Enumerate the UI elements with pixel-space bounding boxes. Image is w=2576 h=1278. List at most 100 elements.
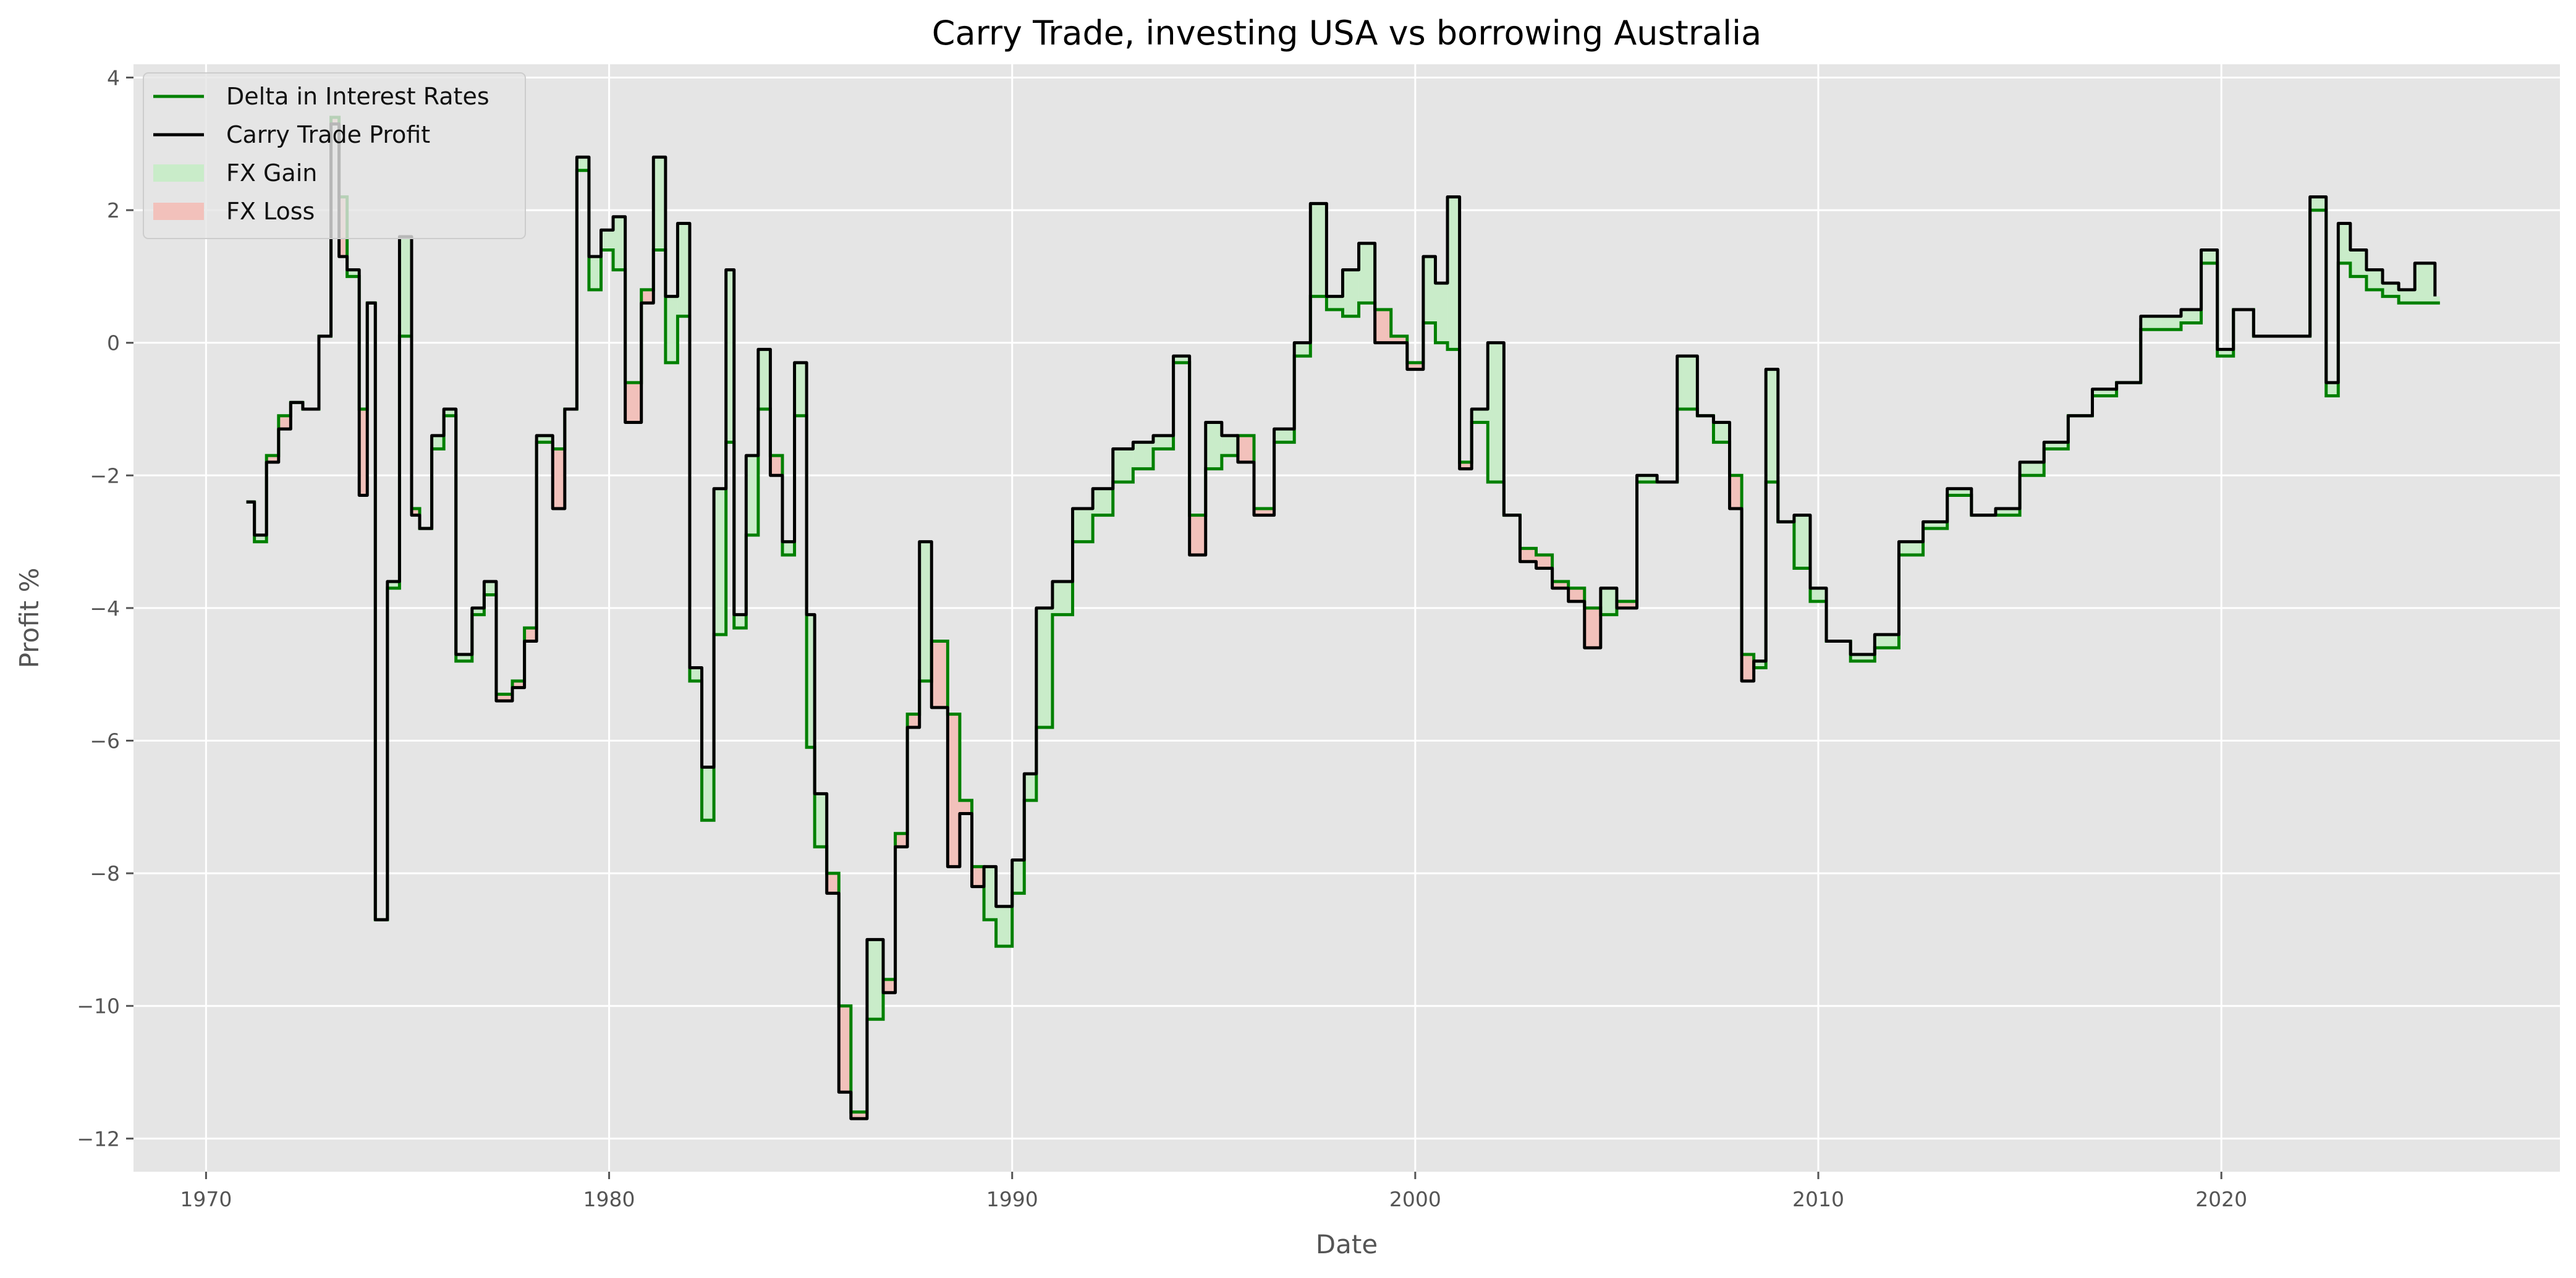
- fx-loss-area: [931, 641, 948, 708]
- fx-loss-area: [907, 714, 920, 728]
- fx-loss-area: [895, 833, 908, 847]
- fx-gain-area: [1153, 435, 1174, 449]
- fx-gain-area: [1947, 488, 1972, 496]
- fx-gain-area: [2180, 310, 2201, 323]
- fx-gain-area: [1713, 422, 1730, 442]
- fx-gain-area: [1766, 369, 1778, 483]
- fx-gain-area: [2434, 296, 2440, 303]
- fx-gain-area: [455, 654, 472, 661]
- fx-gain-area: [2217, 349, 2234, 357]
- y-axis-label: Profit %: [14, 568, 44, 669]
- fx-gain-area: [444, 408, 456, 416]
- fx-gain-area: [577, 157, 589, 171]
- fx-gain-area: [2338, 223, 2350, 263]
- fx-gain-area: [613, 216, 625, 270]
- fx-gain-area: [1052, 581, 1073, 615]
- fx-loss-area: [1459, 462, 1472, 469]
- fx-gain-area: [2415, 263, 2435, 303]
- fx-gain-area: [2366, 269, 2383, 290]
- fx-loss-area: [411, 508, 420, 515]
- fx-gain-area: [1310, 203, 1327, 297]
- y-tick-label: −8: [90, 861, 120, 886]
- series-line-delta: [246, 116, 2440, 1114]
- fx-gain-area: [815, 793, 827, 847]
- fx-gain-area: [1447, 197, 1460, 350]
- fx-gain-area: [1875, 634, 1899, 648]
- chart-title: Carry Trade, investing USA vs borrowing …: [932, 14, 1761, 53]
- x-tick-label: 1990: [986, 1187, 1038, 1211]
- y-tick-label: −2: [90, 463, 120, 488]
- fx-loss-area: [959, 800, 972, 814]
- fx-gain-area: [794, 362, 807, 416]
- fx-gain-area: [2161, 316, 2181, 330]
- fx-loss-area: [1729, 475, 1742, 509]
- fx-gain-area: [1274, 429, 1295, 442]
- y-tick-labels: 4 2 0 −2 −4 −6 −8 −10 −12: [77, 66, 133, 1151]
- x-tick-label: 1980: [583, 1187, 635, 1211]
- legend-swatch-gain: [153, 164, 204, 182]
- fx-loss-area: [1552, 581, 1569, 588]
- fx-gain-area: [254, 535, 259, 542]
- fx-gain-area: [2383, 283, 2399, 297]
- legend-label-delta: Delta in Interest Rates: [226, 83, 489, 110]
- fx-gain-area: [653, 157, 666, 250]
- legend-label-gain: FX Gain: [226, 159, 317, 187]
- fx-loss-area: [496, 694, 513, 701]
- fx-loss-area: [1391, 336, 1407, 343]
- fx-gain-area: [1488, 342, 1504, 483]
- fx-gain-area: [1133, 442, 1153, 469]
- fx-gain-area: [807, 614, 815, 748]
- fx-gain-area: [1850, 654, 1875, 661]
- fx-gain-area: [1995, 508, 2020, 515]
- fx-loss-area: [826, 873, 839, 894]
- fx-gain-area: [2350, 250, 2366, 277]
- fx-gain-area: [2020, 462, 2044, 476]
- fx-gain-area: [1423, 256, 1436, 323]
- fx-gain-area: [1600, 588, 1617, 615]
- y-tick-label: 0: [107, 331, 120, 355]
- fx-loss-area: [1520, 548, 1536, 562]
- x-axis-label: Date: [1316, 1229, 1378, 1259]
- y-tick-label: −12: [77, 1127, 120, 1151]
- fx-loss-area: [1616, 601, 1637, 608]
- fx-loss-area: [839, 1005, 851, 1093]
- fx-gain-area: [1677, 356, 1698, 409]
- fx-gain-area: [484, 581, 496, 595]
- fx-gain-area: [689, 667, 702, 681]
- fx-loss-area: [1189, 515, 1206, 556]
- fx-gain-area: [919, 541, 932, 681]
- fx-gain-area: [734, 614, 747, 628]
- fx-gain-area: [1753, 661, 1766, 668]
- fx-gain-area: [1294, 342, 1311, 357]
- fx-gain-area: [1637, 475, 1658, 483]
- fx-gain-area: [758, 349, 771, 409]
- x-tick-label: 2000: [1389, 1187, 1441, 1211]
- fx-gain-area: [1093, 488, 1113, 515]
- fx-gain-area: [2044, 442, 2069, 449]
- fx-gain-area: [2140, 316, 2161, 330]
- y-tick-label: −6: [90, 729, 120, 753]
- y-tick-label: 4: [107, 66, 120, 90]
- legend-swatch-loss: [153, 203, 204, 220]
- fx-gain-area: [2092, 389, 2117, 396]
- fx-gain-area: [1358, 243, 1375, 303]
- fx-gain-area: [1923, 522, 1947, 529]
- fx-loss-area: [1568, 588, 1585, 602]
- fx-loss-area: [512, 680, 525, 688]
- fx-gain-area: [1435, 283, 1448, 343]
- fx-gain-area: [677, 223, 690, 316]
- fx-gain-area: [665, 296, 678, 363]
- fx-gain-area: [714, 488, 726, 635]
- fx-loss-area: [1742, 654, 1754, 681]
- fx-gain-area: [431, 435, 444, 449]
- x-tick-label: 1970: [180, 1187, 232, 1211]
- fx-loss-area: [947, 714, 960, 867]
- fx-gain-area: [347, 269, 360, 277]
- fx-loss-area: [972, 866, 985, 887]
- fx-gain-area: [1221, 435, 1238, 456]
- fx-gain-area: [1173, 356, 1190, 363]
- fx-loss-area: [1254, 508, 1274, 515]
- fx-loss-area: [770, 455, 782, 476]
- fx-gain-area: [2326, 383, 2339, 396]
- fx-gain-area: [258, 535, 267, 542]
